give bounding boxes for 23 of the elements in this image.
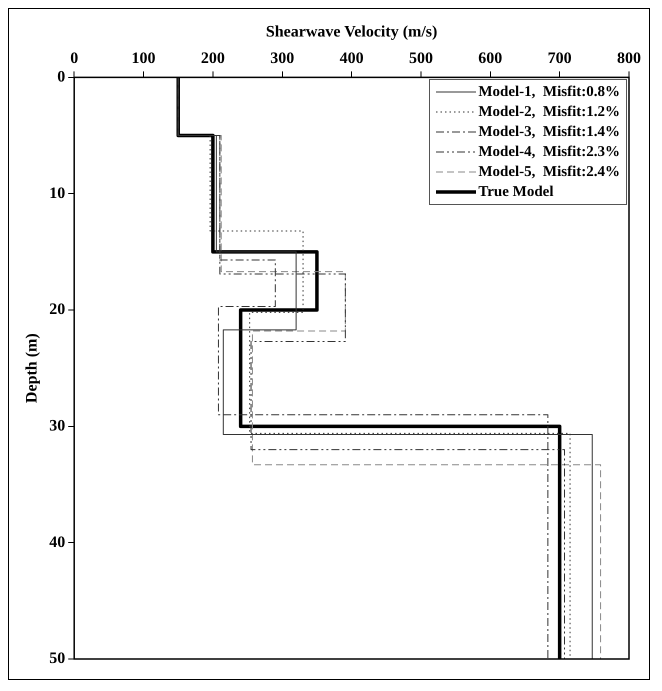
x-tick-label: 800 bbox=[617, 50, 641, 67]
x-tick-label: 0 bbox=[70, 50, 78, 67]
y-tick-label: 30 bbox=[49, 418, 66, 434]
legend-label: Model-1, Misfit:0.8% bbox=[478, 83, 620, 102]
x-tick-label: 100 bbox=[132, 50, 156, 67]
x-tick-label: 400 bbox=[340, 50, 364, 67]
legend-label: Model-5, Misfit:2.4% bbox=[478, 163, 620, 182]
x-axis-title: Shearwave Velocity (m/s) bbox=[266, 24, 438, 41]
y-tick-label: 0 bbox=[57, 68, 66, 86]
legend-label: Model-2, Misfit:1.2% bbox=[478, 103, 620, 122]
x-tick-label: 700 bbox=[548, 50, 572, 67]
legend-label: Model-3, Misfit:1.4% bbox=[478, 123, 620, 142]
x-tick-label: 500 bbox=[408, 50, 433, 67]
x-tick-label: 600 bbox=[478, 50, 502, 67]
y-tick-label: 50 bbox=[49, 650, 66, 668]
legend-label: Model-4, Misfit:2.3% bbox=[478, 143, 620, 162]
x-tick-label: 200 bbox=[200, 50, 225, 67]
y-axis-title: Depth (m) bbox=[24, 333, 41, 404]
y-tick-label: 20 bbox=[49, 301, 66, 318]
legend-label: True Model bbox=[478, 183, 554, 202]
x-tick-label: 300 bbox=[270, 50, 294, 67]
y-tick-label: 10 bbox=[49, 184, 66, 202]
y-tick-label: 40 bbox=[49, 534, 66, 551]
